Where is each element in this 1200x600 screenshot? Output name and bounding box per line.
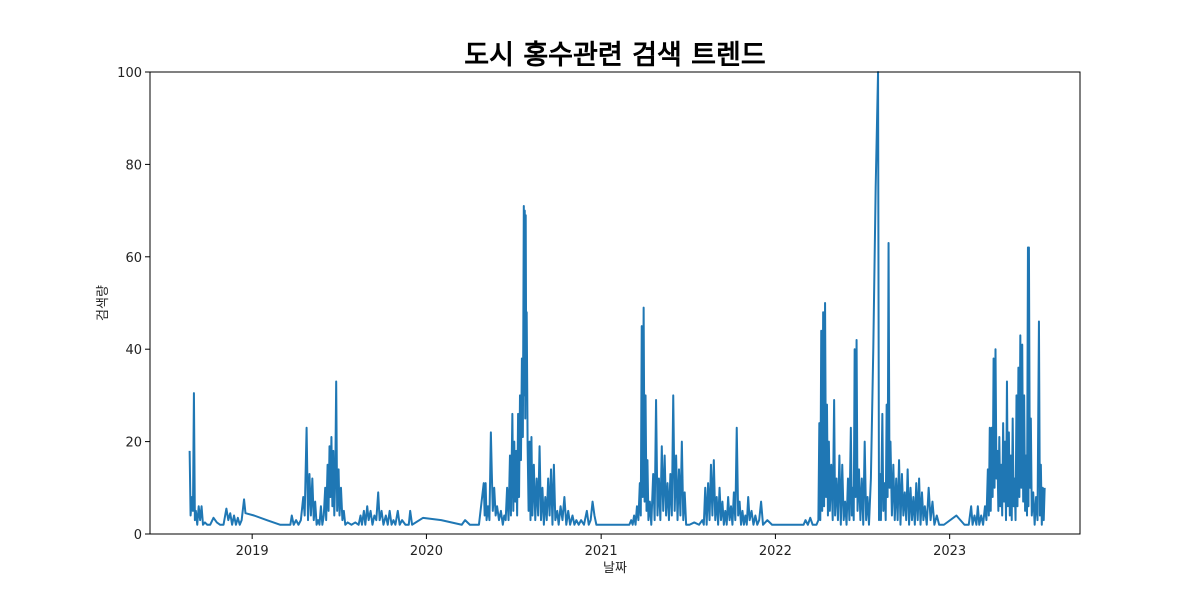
- series-line: [188, 71, 1046, 526]
- y-tick-label: 20: [125, 436, 142, 451]
- y-tick-label: 80: [125, 158, 142, 173]
- x-tick-label: 2019: [236, 544, 269, 559]
- chart-title: 도시 홍수관련 검색 트렌드: [464, 40, 765, 71]
- y-tick-label: 0: [134, 528, 142, 543]
- x-tick-label: 2022: [759, 544, 792, 559]
- x-tick-label: 2021: [585, 544, 618, 559]
- y-tick-label: 60: [125, 251, 142, 266]
- x-tick-label: 2023: [933, 544, 966, 559]
- x-axis: 2019 2020 2021 2022 2023: [236, 534, 966, 559]
- y-axis-label: 검색량: [96, 285, 111, 321]
- y-axis: 0 20 40 60 80 100: [117, 66, 150, 543]
- y-tick-label: 100: [117, 66, 142, 81]
- plot-area: [149, 71, 1081, 535]
- x-axis-label: 날짜: [603, 561, 627, 576]
- y-tick-label: 40: [125, 343, 142, 358]
- plot-frame: [149, 71, 1081, 535]
- x-tick-label: 2020: [410, 544, 443, 559]
